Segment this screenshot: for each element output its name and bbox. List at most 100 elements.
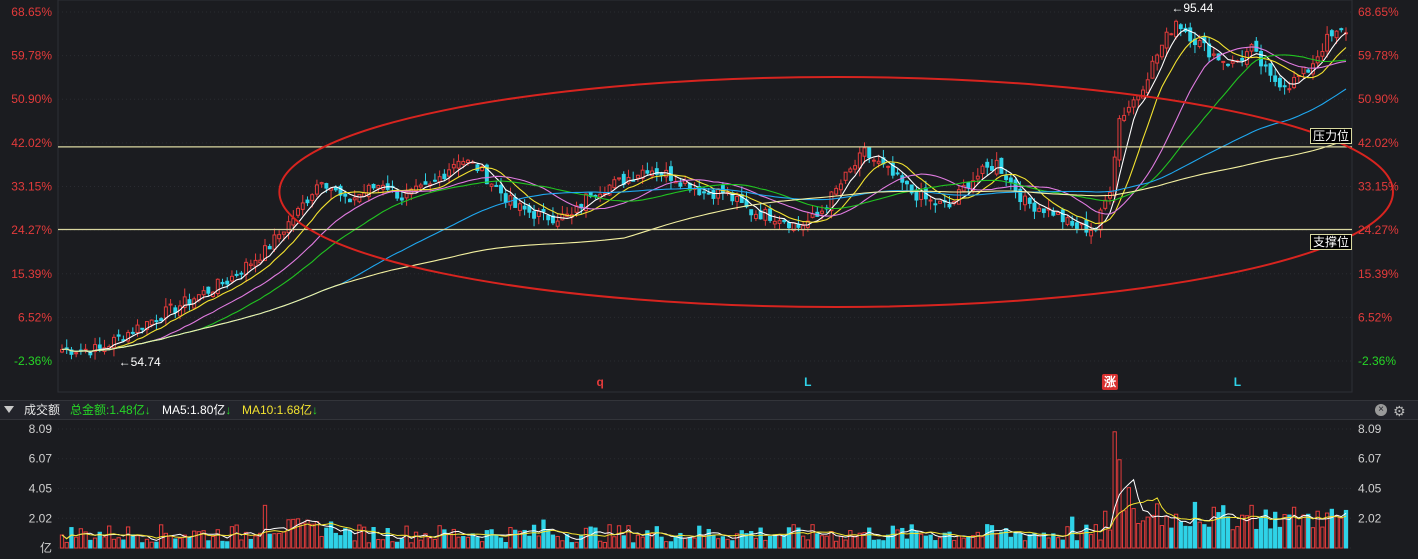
candle-up [60, 349, 64, 353]
candle-up [1169, 33, 1174, 36]
candle-down [399, 197, 404, 201]
candle-down [550, 215, 555, 224]
volume-bar-down [885, 534, 891, 549]
volume-bar-down [1013, 531, 1018, 549]
candle-up [215, 278, 220, 295]
volume-bar-up [1079, 531, 1084, 549]
volume-tick-right: 6.07 [1358, 452, 1382, 466]
candle-up [763, 208, 768, 221]
candle-up [843, 171, 848, 181]
candle-up [480, 166, 485, 172]
volume-bar-up [1249, 504, 1254, 549]
volume-bar-down [225, 541, 230, 549]
volume-bar-up [536, 535, 541, 549]
candle-down [985, 161, 990, 168]
candle-down [1008, 177, 1013, 183]
collapse-icon[interactable] [4, 406, 14, 413]
volume-bar-up [649, 533, 655, 549]
candle-up [612, 179, 617, 189]
volume-bar-up [970, 535, 976, 549]
volume-bar-down [782, 535, 787, 549]
volume-bar-down [687, 537, 692, 549]
volume-bar-down [130, 534, 135, 549]
volume-bar-down [121, 539, 126, 549]
volume-bar-down [1018, 533, 1023, 549]
volume-bar-up [234, 524, 239, 549]
volume-bar-up [994, 532, 999, 549]
volume-bar-up [843, 539, 848, 549]
candle-up [1174, 20, 1179, 38]
candle-down [187, 299, 192, 305]
volume-bar-up [1164, 516, 1169, 549]
volume-bar-up [819, 535, 825, 549]
volume-bar-up [626, 525, 631, 549]
volume-bar-up [1055, 537, 1061, 549]
candle-up [489, 183, 494, 187]
candle-down [220, 281, 225, 285]
volume-bar-up [451, 528, 456, 549]
candle-down [69, 349, 74, 355]
volume-bar-up [1291, 506, 1297, 549]
volume-bar-down [484, 530, 490, 549]
candle-up [1126, 106, 1131, 113]
volume-bar-up [291, 518, 296, 549]
candle-up [1023, 195, 1027, 206]
volume-bar-down [720, 536, 726, 549]
volume-bar-down [333, 532, 338, 549]
volume-bar-down [513, 529, 518, 549]
volume-bar-down [498, 537, 504, 549]
signal-marker: L [804, 375, 811, 389]
volume-bar-up [1022, 540, 1028, 549]
gear-icon[interactable]: ⚙ [1393, 403, 1406, 419]
volume-bar-up [607, 524, 612, 549]
candle-up [848, 168, 853, 173]
volume-bar-up [640, 536, 645, 549]
price-panel-frame [57, 0, 1353, 393]
signal-marker: L [1234, 375, 1241, 389]
candle-down [796, 224, 801, 228]
volume-bar-up [404, 525, 409, 549]
volume-bar-up [1121, 510, 1127, 549]
volume-bar-up [1211, 506, 1216, 549]
candle-down [347, 198, 352, 203]
volume-bar-up [517, 530, 523, 549]
volume-bar-down [1188, 526, 1193, 549]
candle-up [1136, 95, 1141, 101]
volume-panel-title: 成交额 [24, 403, 61, 417]
candle-down [1074, 222, 1079, 229]
candle-up [1150, 60, 1155, 79]
volume-bar-up [295, 518, 301, 549]
volume-bar-down [1206, 526, 1212, 549]
candle-up [617, 177, 621, 180]
volume-bar-up [111, 538, 117, 549]
grid [57, 0, 1353, 549]
volume-bar-up [1131, 508, 1136, 549]
volume-tick-left: 亿 [40, 540, 52, 555]
ma5-label: MA5:1.80亿↓ [162, 403, 232, 417]
volume-bar-up [192, 530, 197, 549]
volume-tick-left: 8.09 [29, 422, 53, 436]
candle-down [890, 162, 895, 176]
volume-bar-down [1221, 505, 1226, 549]
volume-bar-up [1155, 503, 1160, 549]
close-icon[interactable]: × [1375, 404, 1387, 416]
volume-bar-down [546, 529, 551, 549]
volume-bar-down [1263, 509, 1268, 549]
volume-bar-down [267, 533, 272, 549]
candle-up [1159, 44, 1164, 58]
candle-up [310, 194, 315, 201]
volume-bar-up [177, 537, 183, 549]
candle-up [248, 263, 253, 266]
price-tick-right: 59.78% [1358, 49, 1399, 63]
candle-down [173, 307, 178, 313]
candle-up [1103, 199, 1108, 209]
candle-up [1056, 211, 1061, 215]
volume-bar-down [1273, 511, 1278, 549]
candle-up [1230, 60, 1235, 64]
candle-down [343, 193, 348, 197]
price-tick-left: 24.27% [11, 223, 52, 237]
volume-bar-down [904, 538, 910, 549]
candle-down [1060, 209, 1065, 223]
volume-bar-down [1258, 516, 1264, 549]
